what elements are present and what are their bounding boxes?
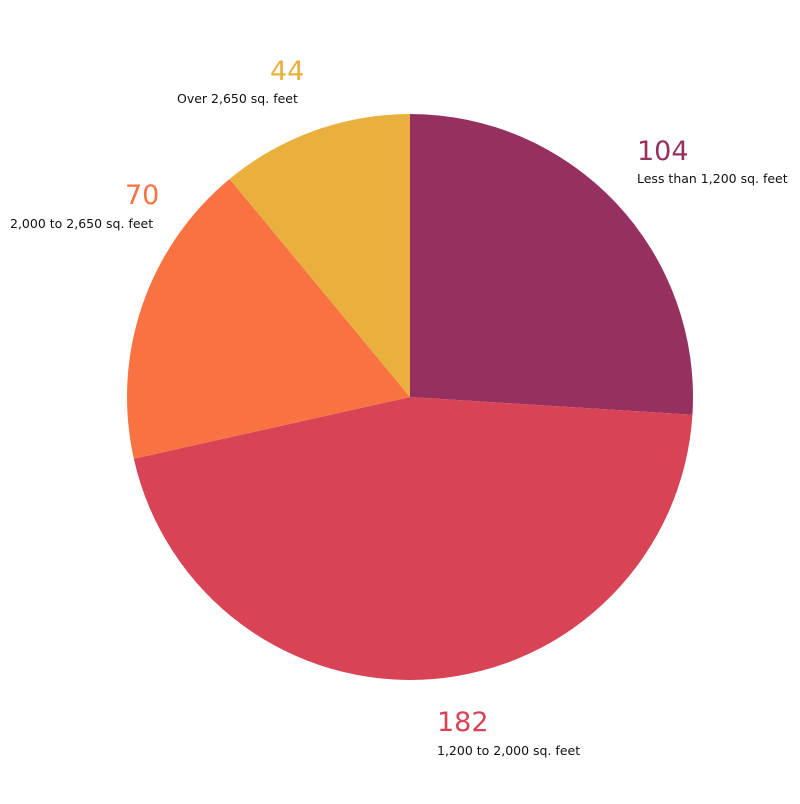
pie-slice-over-2-650-sq-feet bbox=[229, 114, 410, 397]
pie-labels: 104 Less than 1,200 sq. feet 182 1,200 to 2… bbox=[10, 56, 788, 758]
slice-category-label: 1,200 to 2,000 sq. feet bbox=[437, 743, 580, 758]
slice-value-label: 182 bbox=[437, 707, 489, 738]
pie-slice-less-than-1-200-sq-feet bbox=[410, 114, 693, 415]
slice-value-label: 44 bbox=[270, 56, 304, 87]
pie-slice-1-200-to-2-000-sq-feet bbox=[133, 397, 693, 680]
slice-category-label: 2,000 to 2,650 sq. feet bbox=[10, 216, 153, 231]
pie-slices bbox=[127, 114, 693, 680]
slice-value-label: 104 bbox=[637, 136, 689, 167]
slice-category-label: Less than 1,200 sq. feet bbox=[637, 171, 788, 186]
slice-value-label: 70 bbox=[125, 180, 159, 211]
slice-category-label: Over 2,650 sq. feet bbox=[177, 91, 298, 106]
pie-slice-2-000-to-2-650-sq-feet bbox=[127, 178, 411, 459]
